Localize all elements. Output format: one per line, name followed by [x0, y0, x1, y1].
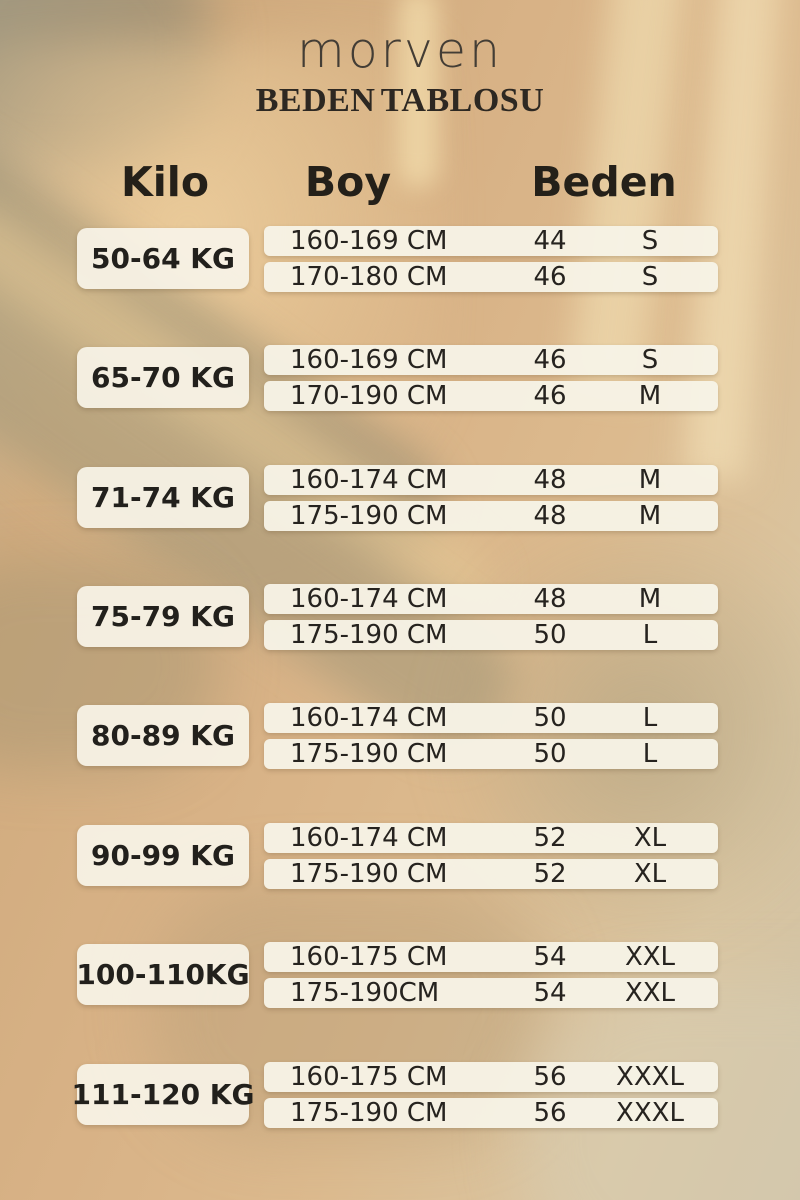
size-letter: XXL — [624, 978, 676, 1008]
height-range: 160-174 CM — [290, 465, 448, 495]
column-header-boy: Boy — [304, 158, 392, 206]
size-letter: XL — [633, 859, 667, 889]
size-letter: M — [638, 501, 662, 531]
table-row: 160-169 CM 44 S — [264, 226, 718, 256]
size-number: 54 — [533, 942, 567, 972]
height-range: 175-190 CM — [290, 501, 448, 531]
kilo-range-badge: 71-74 KG — [77, 467, 249, 528]
height-range: 170-180 CM — [290, 262, 448, 292]
size-letter: M — [638, 465, 662, 495]
size-letter: S — [641, 345, 659, 375]
table-row: 175-190 CM 56 XXXL — [264, 1098, 718, 1128]
size-group: 100-110KG 160-175 CM 54 XXL 175-190CM 54… — [0, 942, 800, 1008]
size-number: 54 — [533, 978, 567, 1008]
size-letter: L — [642, 620, 658, 650]
table-row: 175-190 CM 50 L — [264, 739, 718, 769]
height-range: 175-190 CM — [290, 620, 448, 650]
size-rows: 160-169 CM 44 S 170-180 CM 46 S — [264, 226, 718, 298]
size-rows: 160-174 CM 50 L 175-190 CM 50 L — [264, 703, 718, 775]
size-number: 48 — [533, 584, 567, 614]
size-letter: XXXL — [616, 1062, 684, 1092]
height-range: 175-190 CM — [290, 739, 448, 769]
size-group: 50-64 KG 160-169 CM 44 S 170-180 CM 46 S — [0, 226, 800, 292]
column-header-kilo: Kilo — [120, 158, 210, 206]
table-row: 160-174 CM 48 M — [264, 584, 718, 614]
size-group: 65-70 KG 160-169 CM 46 S 170-190 CM 46 M — [0, 345, 800, 411]
size-rows: 160-174 CM 52 XL 175-190 CM 52 XL — [264, 823, 718, 895]
table-row: 160-174 CM 50 L — [264, 703, 718, 733]
size-rows: 160-174 CM 48 M 175-190 CM 48 M — [264, 465, 718, 537]
size-number: 56 — [533, 1062, 567, 1092]
size-number: 48 — [533, 501, 567, 531]
chart-title: BEDEN TABLOSU — [255, 82, 545, 119]
size-letter: XXXL — [616, 1098, 684, 1128]
table-row: 170-190 CM 46 M — [264, 381, 718, 411]
size-group: 80-89 KG 160-174 CM 50 L 175-190 CM 50 L — [0, 703, 800, 769]
height-range: 160-174 CM — [290, 703, 448, 733]
size-rows: 160-174 CM 48 M 175-190 CM 50 L — [264, 584, 718, 656]
height-range: 160-175 CM — [290, 1062, 448, 1092]
size-number: 52 — [533, 823, 567, 853]
table-row: 175-190 CM 50 L — [264, 620, 718, 650]
size-number: 56 — [533, 1098, 567, 1128]
kilo-range-badge: 90-99 KG — [77, 825, 249, 886]
size-letter: XXL — [624, 942, 676, 972]
size-group: 111-120 KG 160-175 CM 56 XXXL 175-190 CM… — [0, 1062, 800, 1128]
size-group: 71-74 KG 160-174 CM 48 M 175-190 CM 48 M — [0, 465, 800, 531]
size-number: 50 — [533, 739, 567, 769]
kilo-range-badge: 50-64 KG — [77, 228, 249, 289]
kilo-range-badge: 111-120 KG — [72, 1064, 254, 1125]
size-number: 50 — [533, 703, 567, 733]
size-number: 46 — [533, 345, 567, 375]
table-row: 175-190 CM 52 XL — [264, 859, 718, 889]
table-row: 170-180 CM 46 S — [264, 262, 718, 292]
table-row: 160-169 CM 46 S — [264, 345, 718, 375]
table-row: 175-190 CM 48 M — [264, 501, 718, 531]
size-group: 75-79 KG 160-174 CM 48 M 175-190 CM 50 L — [0, 584, 800, 650]
size-rows: 160-175 CM 54 XXL 175-190CM 54 XXL — [264, 942, 718, 1014]
kilo-range-badge: 100-110KG — [76, 944, 250, 1005]
table-row: 160-174 CM 48 M — [264, 465, 718, 495]
kilo-range-badge: 80-89 KG — [77, 705, 249, 766]
height-range: 175-190CM — [290, 978, 440, 1008]
size-letter: S — [641, 226, 659, 256]
height-range: 175-190 CM — [290, 859, 448, 889]
size-number: 48 — [533, 465, 567, 495]
size-letter: S — [641, 262, 659, 292]
table-row: 160-175 CM 56 XXXL — [264, 1062, 718, 1092]
size-number: 44 — [533, 226, 567, 256]
height-range: 175-190 CM — [290, 1098, 448, 1128]
size-letter: L — [642, 703, 658, 733]
size-number: 50 — [533, 620, 567, 650]
height-range: 170-190 CM — [290, 381, 448, 411]
size-letter: M — [638, 381, 662, 411]
height-range: 160-169 CM — [290, 345, 448, 375]
height-range: 160-169 CM — [290, 226, 448, 256]
size-letter: XL — [633, 823, 667, 853]
table-row: 175-190CM 54 XXL — [264, 978, 718, 1008]
brand-logo: morven — [296, 22, 504, 79]
height-range: 160-174 CM — [290, 584, 448, 614]
size-group: 90-99 KG 160-174 CM 52 XL 175-190 CM 52 … — [0, 823, 800, 889]
table-row: 160-175 CM 54 XXL — [264, 942, 718, 972]
size-number: 52 — [533, 859, 567, 889]
size-number: 46 — [533, 381, 567, 411]
size-number: 46 — [533, 262, 567, 292]
size-rows: 160-175 CM 56 XXXL 175-190 CM 56 XXXL — [264, 1062, 718, 1134]
kilo-range-badge: 65-70 KG — [77, 347, 249, 408]
size-letter: L — [642, 739, 658, 769]
size-rows: 160-169 CM 46 S 170-190 CM 46 M — [264, 345, 718, 417]
kilo-range-badge: 75-79 KG — [77, 586, 249, 647]
height-range: 160-175 CM — [290, 942, 448, 972]
height-range: 160-174 CM — [290, 823, 448, 853]
table-row: 160-174 CM 52 XL — [264, 823, 718, 853]
column-header-beden: Beden — [531, 158, 677, 206]
size-letter: M — [638, 584, 662, 614]
